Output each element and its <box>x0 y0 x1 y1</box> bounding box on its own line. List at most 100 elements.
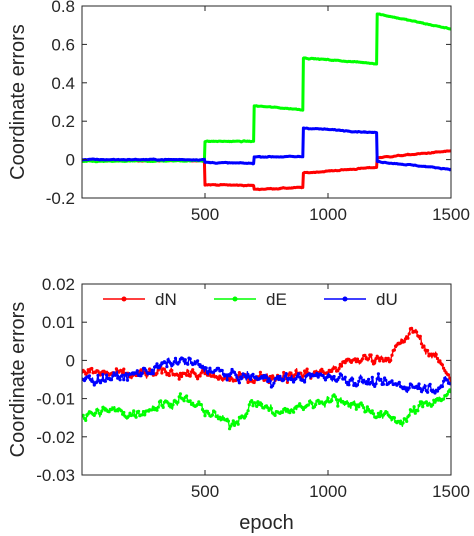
series-dU-point <box>271 384 275 388</box>
series-dN-point <box>196 377 200 381</box>
series-dE-point <box>96 408 100 412</box>
series-dE-point <box>364 409 368 413</box>
legend-marker-dN <box>121 296 127 302</box>
series-dN-point <box>180 374 184 379</box>
series-dE-point <box>417 404 421 408</box>
series-dE-point <box>245 412 249 416</box>
series-dE-point <box>385 410 389 415</box>
series-dE-point <box>424 400 428 404</box>
legend: dN dE dU <box>103 290 398 309</box>
series-dE-point <box>379 410 383 414</box>
series-dE-point <box>375 415 379 419</box>
series-dN-point <box>191 368 195 372</box>
series-dN-point <box>90 366 94 371</box>
series-dE-point <box>203 414 207 418</box>
series-dU-point <box>109 378 114 382</box>
series-dE-point <box>171 403 175 407</box>
series-dE-point <box>166 401 170 405</box>
series-dU-point <box>208 366 212 370</box>
series-dE-point <box>407 413 411 417</box>
series-dE-point <box>176 400 180 404</box>
series-dE-point <box>210 413 214 417</box>
series-dN-point <box>216 377 221 381</box>
series-dU-point <box>264 375 269 379</box>
series-dE-point <box>330 399 334 403</box>
series-dE-point <box>419 400 424 404</box>
series-dU-point <box>308 372 312 376</box>
series-dU-point <box>224 373 228 377</box>
y-tick-label: -0.01 <box>36 390 75 409</box>
series-dU-point <box>367 377 371 381</box>
series-dE-point <box>316 398 320 402</box>
series-dE-point <box>442 397 446 401</box>
series-dN-point <box>399 341 403 345</box>
series-dE-point <box>247 403 251 407</box>
series-dU-point <box>353 381 357 386</box>
series-dU-point <box>278 374 282 378</box>
series-dE-point <box>357 405 361 409</box>
series-dN-point <box>293 373 297 377</box>
series-dU-point <box>276 375 280 379</box>
series-dE-point <box>226 419 230 423</box>
series-dN-point <box>407 332 411 336</box>
series-dE-point <box>100 409 104 413</box>
series-dE-point <box>137 409 141 413</box>
series-dE-point <box>141 410 146 414</box>
series-dN-point <box>167 373 171 378</box>
series-dE-point <box>260 402 264 406</box>
series-dE-point <box>170 405 174 409</box>
series-dU-point <box>149 372 153 376</box>
series-dE-point <box>411 409 415 413</box>
series-dE-point <box>188 399 192 403</box>
y-axis-label: Coordinate errors <box>7 24 29 180</box>
series-dU-point <box>426 390 430 394</box>
legend-label-dN: dN <box>155 290 177 309</box>
series-dN-point <box>271 374 275 378</box>
series-dU-point <box>100 378 104 382</box>
series-dN-point <box>85 371 89 375</box>
series-dU-point <box>177 360 181 364</box>
series-dE-point <box>161 405 165 409</box>
series-dE-point <box>82 413 85 417</box>
series-dN-point <box>422 344 426 348</box>
axes-frame <box>81 283 452 476</box>
series-dN-point <box>374 357 378 361</box>
series-dN-point <box>246 380 250 384</box>
series-dU-point <box>150 368 154 372</box>
series-dU-point <box>298 375 302 379</box>
series-dU-point <box>165 365 169 369</box>
series-dU-point <box>96 373 100 377</box>
series-dE-point <box>246 409 250 413</box>
series-dE-point <box>185 394 189 398</box>
series-dN-point <box>160 371 164 375</box>
series-dN-point <box>406 336 410 340</box>
series-dN-point <box>119 369 123 373</box>
series-dE-point <box>280 410 285 414</box>
series-dN-point <box>448 376 451 380</box>
series-dU-point <box>204 366 208 370</box>
series-dE-point <box>405 419 409 423</box>
series-dU-point <box>220 368 224 373</box>
series-dN-point <box>186 369 190 373</box>
series-dN-point <box>258 370 262 374</box>
series-dU-point <box>282 378 286 382</box>
series-dE-point <box>230 422 234 426</box>
series-dE-point <box>314 403 318 407</box>
series-dU-point <box>248 377 253 381</box>
series-dE-point <box>354 407 358 411</box>
y-tick-label: 0.2 <box>51 112 75 131</box>
series-dE-point <box>445 392 449 396</box>
series-dN-point <box>337 366 341 371</box>
series-dE-point <box>232 423 237 427</box>
series-dN-point <box>155 371 159 375</box>
legend-marker-dU <box>342 296 348 302</box>
series-dE-point <box>159 399 163 403</box>
series-dN-point <box>442 366 446 370</box>
series-dN-point <box>199 371 203 375</box>
series-dU-point <box>135 369 139 373</box>
series-dU-point <box>292 380 296 384</box>
series-dU-point <box>114 373 118 377</box>
series-group <box>82 12 451 192</box>
x-tick-label: 1000 <box>309 482 347 501</box>
series-dU-point <box>272 381 276 385</box>
